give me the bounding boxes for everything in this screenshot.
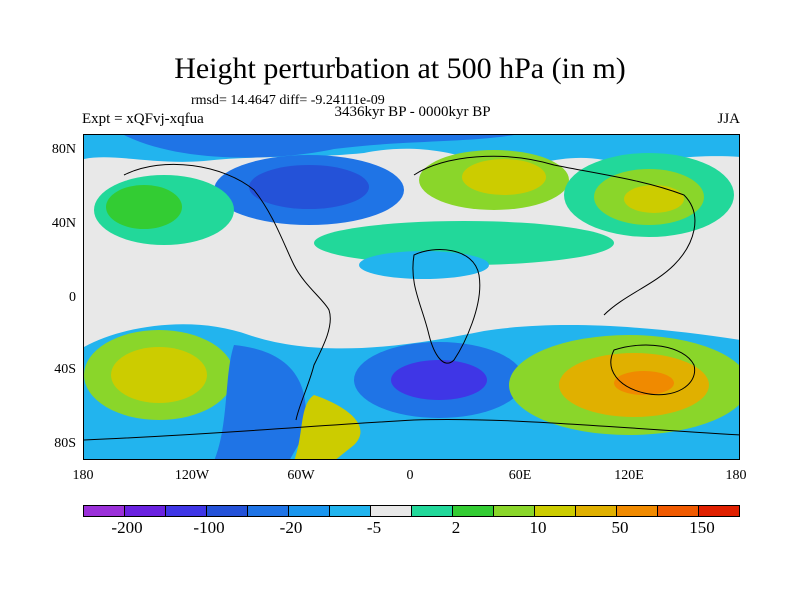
tropical-atlantic-low [359, 251, 489, 279]
colorbar-swatch-1 [125, 506, 166, 516]
colorbar-swatch-11 [535, 506, 576, 516]
australia-coast [610, 344, 696, 396]
south-pacific-high-core [111, 347, 207, 403]
colorbar-label: -5 [366, 518, 382, 537]
map-panel [83, 134, 740, 460]
lon-label-180e: 180 [725, 468, 747, 483]
australian-high-max [614, 371, 674, 395]
stats-text: rmsd= 14.4647 diff= -9.24111e-09 [191, 93, 385, 108]
arctic-blue-band [124, 135, 514, 158]
americas-coast [123, 163, 331, 421]
colorbar-label: -20 [279, 518, 303, 537]
africa-coast [412, 249, 481, 364]
lat-label-80s: 80S [54, 436, 76, 451]
season-label: JJA [717, 111, 740, 127]
colorbar-swatch-9 [453, 506, 494, 516]
lat-label-0: 0 [69, 290, 76, 305]
colorbar-swatch-4 [248, 506, 289, 516]
eurasia-coast [413, 155, 696, 316]
lon-label-0: 0 [406, 468, 414, 483]
colorbar-swatch-0 [84, 506, 125, 516]
north-pacific-high-inner [106, 185, 182, 229]
period-label: 3436kyr BP - 0000kyr BP [334, 104, 491, 120]
colorbar-label: -100 [193, 518, 225, 537]
colorbar-swatch-8 [412, 506, 453, 516]
colorbar-swatch-12 [576, 506, 617, 516]
colorbar-swatch-13 [617, 506, 658, 516]
east-asia-high-core [624, 185, 684, 213]
colorbar [83, 505, 740, 517]
colorbar-swatch-14 [658, 506, 699, 516]
colorbar-swatch-15 [699, 506, 739, 516]
colorbar-swatch-5 [289, 506, 330, 516]
lat-label-40s: 40S [54, 362, 76, 377]
antarctica-coast [84, 418, 739, 441]
colorbar-label: 150 [689, 518, 715, 537]
colorbar-swatch-10 [494, 506, 535, 516]
colorbar-label: 10 [529, 518, 547, 537]
lon-label-60w: 60W [287, 468, 315, 483]
colorbar-swatch-7 [371, 506, 412, 516]
colorbar-swatch-6 [330, 506, 371, 516]
colorbar-label: -200 [111, 518, 143, 537]
north-atlantic-low-core [249, 165, 369, 209]
lon-label-60e: 60E [508, 468, 532, 483]
contour-map [84, 135, 739, 459]
colorbar-swatch-2 [166, 506, 207, 516]
lon-label-120w: 120W [174, 468, 210, 483]
eurasia-high-core [462, 159, 546, 195]
colorbar-label: 2 [451, 518, 461, 537]
plot-title: Height perturbation at 500 hPa (in m) [174, 52, 626, 85]
lat-label-80n: 80N [51, 142, 76, 157]
colorbar-label: 50 [611, 518, 629, 537]
colorbar-swatch-3 [207, 506, 248, 516]
experiment-label: Expt = xQFvj-xqfua [82, 111, 204, 127]
antarctic-high [294, 395, 361, 459]
south-indian-low-core [391, 360, 487, 400]
lat-label-40n: 40N [51, 216, 76, 231]
coastlines [84, 155, 739, 441]
south-pacific-low [214, 345, 306, 459]
lon-label-120e: 120E [614, 468, 644, 483]
lon-label-180w: 180 [72, 468, 94, 483]
